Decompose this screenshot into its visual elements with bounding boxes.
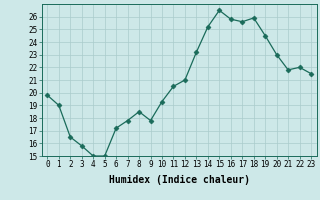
X-axis label: Humidex (Indice chaleur): Humidex (Indice chaleur) bbox=[109, 175, 250, 185]
